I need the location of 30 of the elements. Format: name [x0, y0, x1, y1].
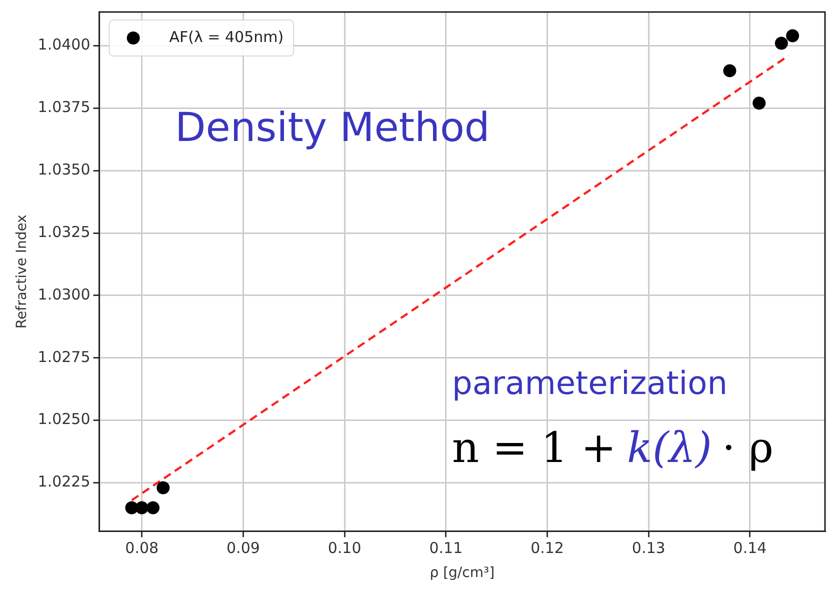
- x-axis-title: ρ [g/cm³]: [430, 565, 495, 582]
- x-tick-label: 0.12: [530, 539, 564, 558]
- x-tick-label: 0.10: [328, 539, 362, 558]
- y-tick-label: 1.0250: [38, 410, 90, 428]
- y-tick-label: 1.0300: [38, 285, 90, 304]
- point: [786, 29, 800, 42]
- y-tick-label: 1.0225: [38, 472, 90, 491]
- y-tick-label: 1.0325: [38, 222, 90, 241]
- y-axis-title: Refractive Index: [14, 214, 30, 329]
- y-tick-label: 1.0350: [38, 160, 90, 178]
- point: [135, 501, 148, 514]
- point: [752, 96, 766, 110]
- point: [156, 481, 170, 494]
- y-tick-label: 1.0400: [38, 36, 90, 54]
- point: [146, 501, 160, 514]
- point: [723, 64, 736, 78]
- x-tick-label: 0.13: [632, 539, 666, 558]
- legend-label: AF(λ = 405nm): [169, 28, 284, 46]
- x-tick-label: 0.11: [429, 539, 463, 558]
- annotation: · ρ: [722, 423, 774, 472]
- annotation: parameterization: [452, 364, 728, 402]
- y-tick-label: 1.0275: [38, 348, 90, 366]
- annotation: Density Method: [175, 105, 490, 151]
- y-tick-label: 1.0375: [38, 98, 90, 116]
- annotation: n = 1 +: [452, 423, 616, 472]
- x-tick-label: 0.08: [125, 539, 159, 558]
- x-tick-label: 0.09: [226, 539, 260, 558]
- x-tick-label: 0.14: [733, 539, 767, 558]
- point: [774, 36, 788, 50]
- annotation: k(λ): [627, 423, 712, 472]
